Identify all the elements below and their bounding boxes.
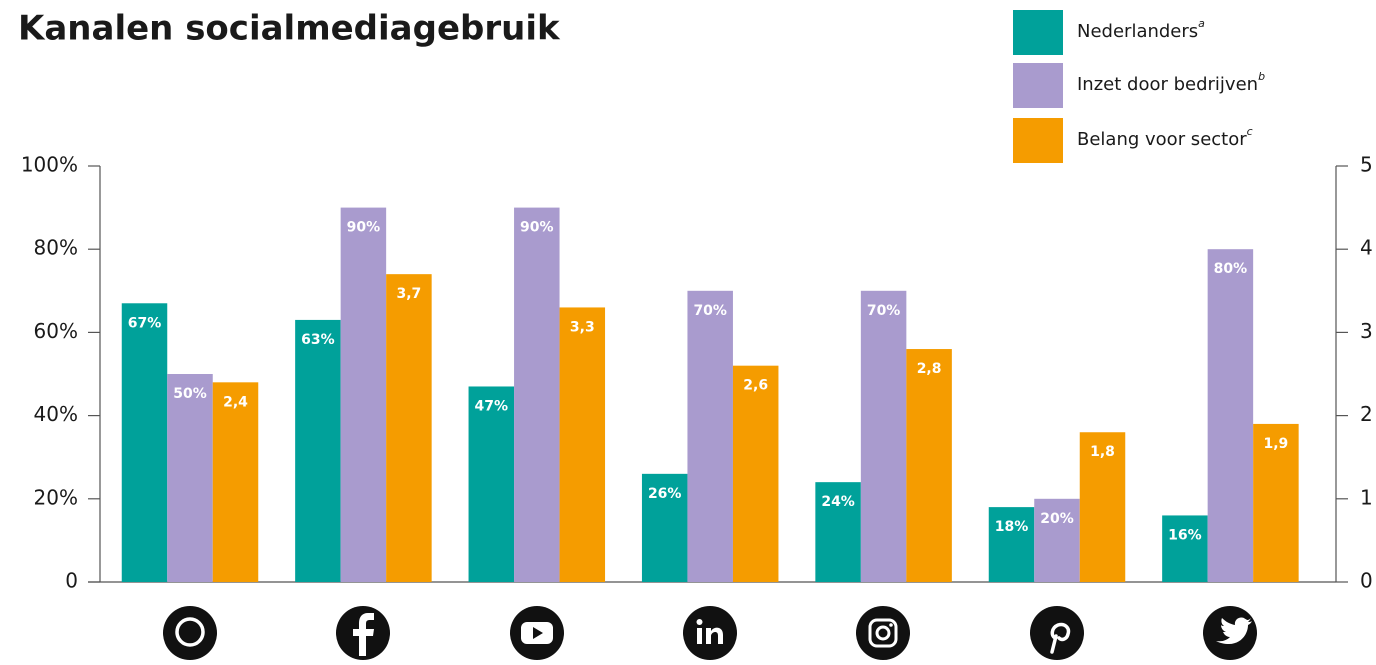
bar [167,374,213,582]
bar [906,349,952,582]
value-label: 18% [995,519,1029,535]
pinterest-icon [1030,606,1084,660]
value-label: 63% [301,332,335,348]
bar [121,303,168,582]
y-tick-label: 80% [34,236,78,260]
legend-name: Inzet door bedrijven [1077,74,1258,95]
bar [514,207,560,582]
y-tick-label: 0 [65,569,78,593]
bar [860,290,907,582]
legend-swatch [1013,63,1063,108]
value-label: 47% [475,398,509,414]
bar [1207,249,1254,582]
instagram-icon [856,606,910,660]
y-tick-label: 20% [34,485,78,509]
y2-tick-label: 3 [1360,319,1373,343]
whatsapp-icon [163,606,217,660]
legend-note: a [1198,17,1205,30]
value-label: 1,8 [1090,444,1115,460]
legend-label: Belang voor sectorc [1077,125,1253,150]
value-label: 16% [1168,527,1202,543]
value-label: 3,7 [396,286,421,302]
value-label: 24% [821,494,855,510]
value-label: 2,6 [743,378,768,394]
bar [468,386,515,582]
legend-note: b [1258,70,1265,83]
bar [295,319,341,582]
value-label: 67% [128,315,162,331]
y2-tick-label: 4 [1360,236,1373,260]
bar [1079,432,1126,582]
value-label: 70% [693,303,727,319]
legend-swatch [1013,10,1063,55]
y-tick-label: 40% [34,402,78,426]
y2-tick-label: 2 [1360,402,1373,426]
legend-name: Nederlanders [1077,21,1198,42]
bar [386,274,432,582]
value-label: 2,4 [223,394,248,410]
value-label: 20% [1040,511,1074,527]
facebook-icon [336,606,390,660]
youtube-icon [510,606,564,660]
y-tick-label: 60% [34,319,78,343]
value-label: 1,9 [1263,436,1288,452]
value-label: 2,8 [917,361,942,377]
legend-label: Nederlandersa [1077,17,1205,42]
legend-label: Inzet door bedrijvenb [1077,70,1265,95]
value-label: 50% [173,386,207,402]
bar [988,507,1035,582]
twitter-icon [1203,606,1257,660]
value-label: 70% [867,303,901,319]
bar [687,290,733,582]
bar [212,382,259,582]
bar [641,473,688,582]
value-label: 3,3 [570,319,595,335]
value-label: 26% [648,486,682,502]
bar [815,482,861,582]
value-label: 90% [347,220,381,236]
bar [559,307,606,582]
legend-name: Belang voor sector [1077,129,1247,150]
bar [1162,515,1208,582]
channel-icons [163,606,1257,660]
legend-note: c [1247,125,1253,138]
legend-swatch [1013,118,1063,163]
value-label: 80% [1214,261,1248,277]
chart-title: Kanalen socialmediagebruik [18,9,561,49]
bar [732,365,779,582]
y2-tick-label: 5 [1360,153,1373,177]
y-tick-label: 100% [21,153,78,177]
bar [1253,423,1299,582]
linkedin-icon [683,606,737,660]
y2-tick-label: 1 [1360,485,1373,509]
bar [1034,498,1080,582]
y2-tick-label: 0 [1360,569,1373,593]
value-label: 90% [520,220,554,236]
bar [340,207,387,582]
